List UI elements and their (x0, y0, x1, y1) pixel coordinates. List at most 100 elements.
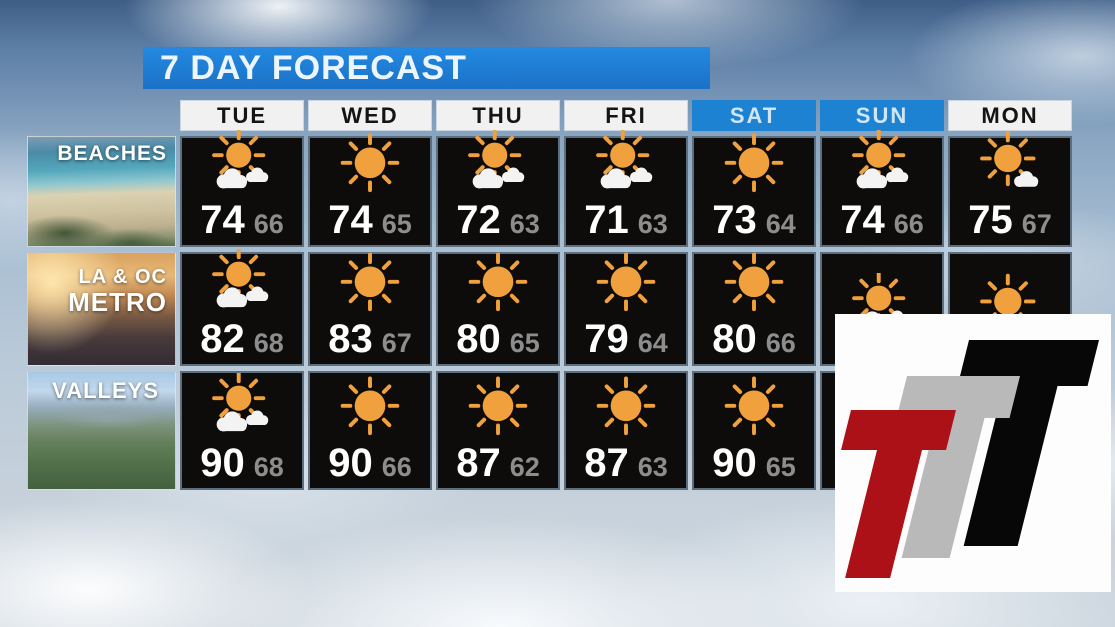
high-temp: 80 (456, 317, 501, 361)
day-header-fri: FRI (564, 100, 688, 131)
sunny-icon (566, 249, 686, 319)
temps: 90 68 (200, 443, 284, 483)
forecast-cell: 87 62 (436, 371, 560, 490)
forecast-cell: 80 65 (436, 252, 560, 366)
forecast-cell: 75 67 (948, 130, 1072, 247)
temps: 82 68 (200, 319, 284, 359)
forecast-cell: 80 66 (692, 252, 816, 366)
low-temp: 68 (253, 452, 284, 482)
low-temp: 63 (509, 209, 540, 239)
high-temp: 90 (200, 441, 245, 485)
forecast-cell: 72 63 (436, 130, 560, 247)
low-temp: 66 (381, 452, 412, 482)
forecast-cell: 74 65 (308, 133, 432, 247)
low-temp: 67 (1021, 209, 1052, 239)
partly-cloudy-icon (822, 130, 942, 200)
high-temp: 83 (328, 317, 373, 361)
high-temp: 90 (712, 441, 757, 485)
high-temp: 82 (200, 317, 245, 361)
day-header-mon: MON (948, 100, 1072, 131)
high-temp: 80 (712, 317, 757, 361)
forecast-cell: 74 66 (820, 130, 944, 247)
region-label: VALLEYS (52, 378, 159, 403)
day-header-tue: TUE (180, 100, 304, 131)
sunny-icon (438, 373, 558, 443)
region-photo-valleys: VALLEYS (27, 371, 176, 490)
day-header-wed: WED (308, 100, 432, 131)
temps: 87 63 (584, 443, 668, 483)
sunny-icon (310, 249, 430, 319)
low-temp: 64 (765, 209, 796, 239)
temps: 71 63 (584, 200, 668, 240)
low-temp: 68 (253, 328, 284, 358)
low-temp: 62 (509, 452, 540, 482)
day-header-sun: SUN (820, 100, 944, 131)
region-photo-beach: BEACHES (27, 136, 176, 247)
low-temp: 66 (253, 209, 284, 239)
forecast-cell: 90 65 (692, 371, 816, 490)
forecast-cell: 71 63 (564, 130, 688, 247)
high-temp: 75 (968, 198, 1013, 242)
forecast-cell: 73 64 (692, 133, 816, 247)
high-temp: 74 (328, 198, 373, 242)
temps: 87 62 (456, 443, 540, 483)
forecast-cell: 87 63 (564, 371, 688, 490)
sunny-icon (694, 130, 814, 200)
temps: 80 65 (456, 319, 540, 359)
low-temp: 66 (893, 209, 924, 239)
region-label: LA & OC (78, 266, 167, 288)
sunny-icon (694, 373, 814, 443)
temps: 90 65 (712, 443, 796, 483)
low-temp: 63 (637, 452, 668, 482)
temps: 73 64 (712, 200, 796, 240)
temps: 83 67 (328, 319, 412, 359)
low-temp: 65 (509, 328, 540, 358)
high-temp: 87 (584, 441, 629, 485)
forecast-cell: 79 64 (564, 252, 688, 366)
temps: 74 66 (200, 200, 284, 240)
forecast-cell: 83 67 (308, 252, 432, 366)
low-temp: 66 (765, 328, 796, 358)
ttt-logo-icon (841, 340, 1099, 578)
day-header-sat: SAT (692, 100, 816, 131)
partly-cloudy-icon (182, 130, 302, 200)
temps: 72 63 (456, 200, 540, 240)
mostly-sunny-icon (950, 130, 1070, 200)
high-temp: 74 (840, 198, 885, 242)
partly-cloudy-icon (438, 130, 558, 200)
temps: 74 65 (328, 200, 412, 240)
station-logo (835, 314, 1111, 592)
day-header-thu: THU (436, 100, 560, 131)
sunny-icon (694, 249, 814, 319)
page-title: 7 DAY FORECAST (160, 48, 467, 87)
temps: 75 67 (968, 200, 1052, 240)
partly-cloudy-icon (182, 373, 302, 443)
temps: 90 66 (328, 443, 412, 483)
forecast-cell: 74 66 (180, 130, 304, 247)
temps: 79 64 (584, 319, 668, 359)
sunny-icon (438, 249, 558, 319)
forecast-cell: 90 66 (308, 371, 432, 490)
low-temp: 65 (765, 452, 796, 482)
forecast-cell: 90 68 (180, 371, 304, 490)
region-label: BEACHES (57, 142, 167, 165)
sunny-icon (310, 130, 430, 200)
high-temp: 73 (712, 198, 757, 242)
low-temp: 65 (381, 209, 412, 239)
forecast-cell: 82 68 (180, 249, 304, 366)
partly-cloudy-icon (182, 249, 302, 319)
high-temp: 87 (456, 441, 501, 485)
region-photo-metro: LA & OC METRO (27, 252, 176, 366)
high-temp: 74 (200, 198, 245, 242)
sunny-icon (310, 373, 430, 443)
high-temp: 90 (328, 441, 373, 485)
sunny-icon (566, 373, 686, 443)
high-temp: 79 (584, 317, 629, 361)
partly-cloudy-icon (566, 130, 686, 200)
temps: 74 66 (840, 200, 924, 240)
low-temp: 67 (381, 328, 412, 358)
low-temp: 63 (637, 209, 668, 239)
forecast-grid: TUE WED THU FRI SAT SUN MON BEACHES 74 66 74 65 72 63… (27, 100, 1072, 490)
low-temp: 64 (637, 328, 668, 358)
